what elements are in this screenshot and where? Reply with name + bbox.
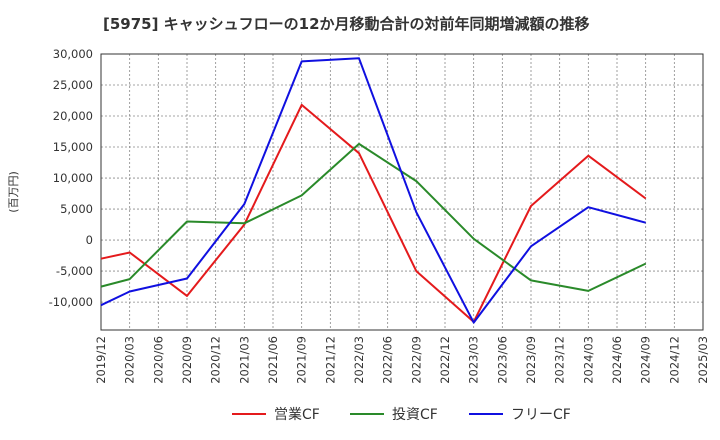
y-tick-label: 0 (86, 233, 93, 247)
x-tick-label: 2021/09 (295, 336, 309, 384)
chart-title: [5975] キャッシュフローの12か月移動合計の対前年同期増減額の推移 (103, 15, 590, 33)
series-line (100, 103, 647, 323)
plot-area (100, 53, 704, 331)
x-tick-label: 2023/03 (467, 336, 481, 384)
legend-label: フリーCF (511, 407, 571, 423)
x-tick-label: 2024/09 (639, 336, 653, 384)
x-tick-label: 2022/03 (352, 336, 366, 384)
y-tick-label: 10,000 (53, 171, 93, 185)
y-tick-label: 5,000 (60, 202, 93, 216)
y-tick-label: 30,000 (53, 47, 93, 61)
y-axis-ticks: 30,000 25,000 20,000 15,000 10,000 5,000 0 -5,0… (49, 47, 93, 309)
x-tick-label: 2020/12 (209, 336, 223, 384)
x-tick-label: 2020/03 (123, 336, 137, 384)
series-line (100, 57, 646, 324)
y-tick-label: -10,000 (49, 295, 93, 309)
series-line (100, 142, 647, 292)
legend: 営業CF 投資CF フリーCF (232, 407, 571, 423)
y-axis-label: (百万円) (7, 171, 20, 213)
legend-label: 投資CF (392, 407, 438, 423)
x-tick-label: 2024/03 (581, 336, 595, 384)
x-tick-label: 2022/12 (438, 336, 452, 384)
x-axis-ticks: 2019/12 2020/03 2020/06 2020/09 2020/12 2021/… (94, 336, 710, 384)
y-tick-label: 20,000 (53, 109, 93, 123)
x-tick-label: 2023/09 (524, 336, 538, 384)
x-tick-label: 2021/12 (323, 336, 337, 384)
x-tick-label: 2022/09 (409, 336, 423, 384)
x-tick-label: 2023/12 (553, 336, 567, 384)
y-tick-label: 25,000 (53, 78, 93, 92)
x-tick-label: 2021/06 (266, 336, 280, 384)
series-lines (100, 57, 647, 324)
x-tick-label: 2020/06 (151, 336, 165, 384)
grid (101, 54, 703, 330)
x-tick-label: 2019/12 (94, 336, 108, 384)
x-tick-label: 2022/06 (381, 336, 395, 384)
x-tick-label: 2021/03 (237, 336, 251, 384)
x-tick-label: 2025/03 (696, 336, 710, 384)
x-tick-label: 2024/06 (610, 336, 624, 384)
x-tick-label: 2024/12 (667, 336, 681, 384)
y-tick-label: 15,000 (53, 140, 93, 154)
legend-label: 営業CF (274, 407, 320, 423)
x-tick-label: 2020/09 (180, 336, 194, 384)
y-tick-label: -5,000 (56, 264, 93, 278)
x-tick-label: 2023/06 (495, 336, 509, 384)
